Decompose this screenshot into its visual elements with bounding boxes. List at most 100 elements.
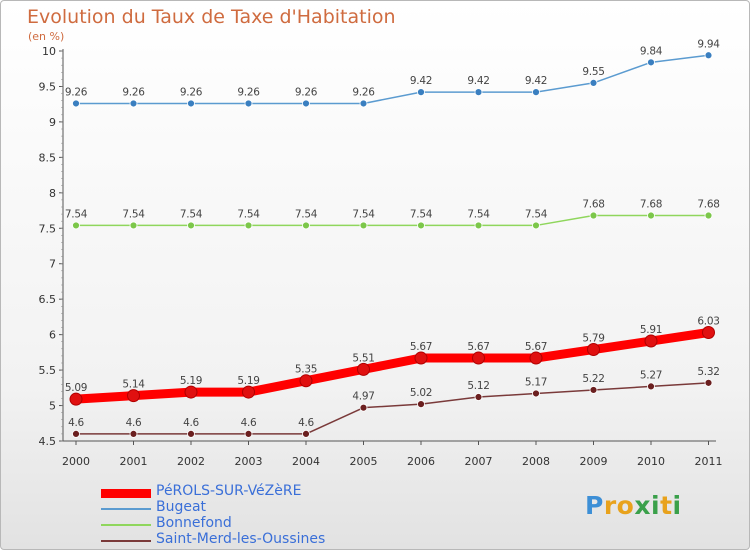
data-label-1: 9.42 [410, 75, 432, 87]
data-point-1 [359, 99, 368, 108]
data-point-0 [587, 343, 600, 357]
data-point-1 [704, 51, 713, 60]
data-label-2: 7.54 [410, 208, 433, 220]
data-label-3: 5.02 [410, 387, 432, 399]
x-tick-label: 2005 [350, 455, 378, 468]
data-point-2 [359, 221, 368, 230]
data-label-0: 5.19 [237, 375, 259, 387]
data-label-2: 7.54 [352, 208, 375, 220]
x-tick-label: 2007 [465, 455, 493, 468]
data-point-3 [359, 403, 368, 412]
data-point-3 [474, 393, 483, 401]
data-label-1: 9.84 [640, 45, 663, 57]
y-tick-label: 8.5 [39, 151, 57, 164]
data-label-3: 5.17 [525, 376, 547, 388]
x-tick-label: 2010 [637, 455, 665, 468]
legend-swatch-saint-merd [101, 540, 151, 542]
data-label-0: 5.19 [180, 375, 202, 387]
legend-item-bugeat: Bugeat [101, 499, 361, 517]
data-point-3 [129, 430, 138, 438]
data-label-0: 6.03 [697, 316, 719, 328]
data-label-1: 9.26 [352, 86, 375, 98]
data-point-2 [704, 211, 713, 220]
data-label-3: 5.32 [697, 366, 719, 378]
data-point-1 [532, 88, 540, 97]
data-label-3: 4.6 [183, 417, 199, 429]
data-point-2 [244, 221, 253, 230]
data-point-1 [417, 88, 425, 97]
y-tick-label: 9.5 [39, 80, 57, 93]
data-point-0 [414, 351, 428, 365]
x-tick-label: 2001 [120, 455, 148, 468]
data-point-3 [72, 430, 80, 438]
x-tick-label: 2006 [407, 455, 435, 468]
data-point-3 [244, 430, 253, 438]
data-point-1 [72, 99, 80, 108]
legend-label-bugeat: Bugeat [156, 499, 207, 515]
data-label-2: 7.54 [525, 208, 548, 220]
x-tick-label: 2011 [695, 455, 723, 468]
y-tick-label: 9 [49, 116, 56, 129]
data-label-0: 5.14 [122, 379, 145, 391]
data-label-0: 5.67 [467, 341, 489, 353]
data-point-0 [69, 392, 83, 406]
data-point-3 [532, 389, 540, 398]
data-label-0: 5.35 [295, 364, 317, 376]
data-point-2 [474, 221, 483, 230]
data-point-3 [187, 430, 195, 438]
data-label-1: 9.26 [65, 86, 88, 98]
data-label-1: 9.26 [295, 86, 318, 98]
series-line-1 [75, 54, 710, 105]
data-label-2: 7.68 [697, 199, 719, 211]
data-point-0 [299, 374, 313, 388]
data-label-1: 9.26 [180, 86, 203, 98]
data-label-3: 4.6 [298, 417, 314, 429]
data-point-2 [302, 221, 310, 230]
data-label-2: 7.68 [640, 199, 662, 211]
legend-swatch-bonnefond [101, 524, 151, 526]
y-tick-label: 8 [49, 187, 56, 200]
data-point-0 [644, 334, 658, 348]
chart-title: Evolution du Taux de Taxe d'Habitation [27, 6, 396, 28]
data-point-3 [417, 400, 425, 409]
x-tick-label: 2004 [292, 455, 320, 468]
proxiti-logo: Proxiti [585, 491, 682, 520]
data-label-2: 7.68 [582, 199, 604, 211]
data-point-3 [647, 382, 655, 391]
x-tick-label: 2009 [580, 455, 608, 468]
x-tick-label: 2003 [235, 455, 263, 468]
data-point-2 [129, 221, 138, 230]
data-point-1 [589, 79, 598, 87]
data-point-0 [702, 326, 715, 340]
data-label-3: 4.6 [68, 417, 84, 429]
data-point-1 [302, 99, 310, 108]
data-label-3: 4.6 [241, 417, 257, 429]
series-line-0 [71, 328, 713, 404]
data-label-1: 9.26 [122, 86, 145, 98]
series-line-2 [75, 214, 710, 227]
data-point-0 [127, 389, 140, 403]
legend-swatch-bugeat [101, 508, 151, 510]
legend: PéROLS-SUR-VéZèRE Bugeat Bonnefond Saint… [101, 483, 361, 549]
data-label-2: 7.54 [65, 208, 88, 220]
y-tick-label: 5.5 [39, 364, 57, 377]
data-point-2 [532, 221, 540, 230]
data-label-3: 4.97 [352, 391, 374, 403]
y-tick-label: 10 [42, 45, 56, 58]
data-point-2 [187, 221, 195, 230]
x-tick-label: 2008 [522, 455, 550, 468]
data-point-0 [529, 351, 543, 365]
data-label-2: 7.54 [180, 208, 203, 220]
data-label-0: 5.51 [352, 352, 374, 364]
data-label-2: 7.54 [237, 208, 260, 220]
legend-item-perols: PéROLS-SUR-VéZèRE [101, 483, 361, 501]
y-tick-label: 7.5 [39, 222, 57, 235]
data-label-1: 9.55 [582, 66, 604, 78]
data-point-0 [472, 351, 485, 365]
data-point-3 [704, 378, 713, 387]
data-label-3: 4.6 [126, 417, 142, 429]
data-point-0 [242, 385, 255, 399]
data-point-3 [589, 386, 598, 394]
